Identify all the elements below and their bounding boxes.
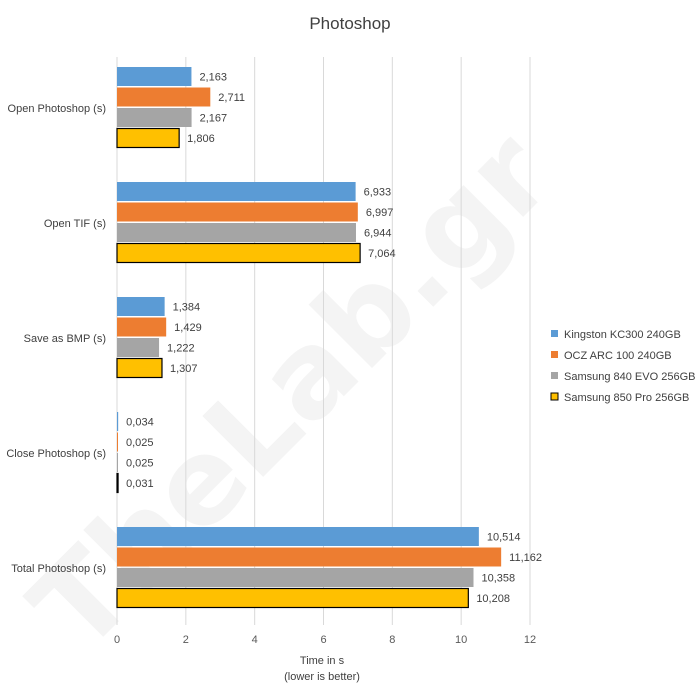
data-label: 2,711 bbox=[218, 92, 245, 104]
legend-label: OCZ ARC 100 240GB bbox=[564, 350, 672, 362]
bar bbox=[117, 547, 502, 567]
legend-label: Samsung 850 Pro 256GB bbox=[564, 392, 689, 404]
legend-swatch bbox=[551, 372, 558, 379]
legend-swatch bbox=[551, 330, 558, 337]
bar bbox=[117, 338, 160, 357]
category-label: Open Photoshop (s) bbox=[8, 103, 106, 115]
data-label: 2,163 bbox=[199, 72, 227, 84]
x-tick-label: 4 bbox=[252, 634, 258, 646]
data-label: 1,384 bbox=[173, 302, 201, 314]
x-tick-label: 0 bbox=[114, 634, 120, 646]
bar bbox=[117, 182, 356, 201]
x-axis-title: Time in s bbox=[300, 655, 345, 667]
bar bbox=[117, 453, 118, 472]
data-label: 0,034 bbox=[126, 417, 154, 429]
data-labels: 2,163 2,711 2,167 1,806 6,933 6,997 6,944 7,064… bbox=[126, 72, 542, 606]
bar bbox=[116, 127, 180, 149]
bar bbox=[117, 297, 165, 316]
data-label: 6,997 bbox=[366, 207, 394, 219]
bar bbox=[117, 317, 167, 337]
bars bbox=[116, 67, 502, 609]
data-label: 1,429 bbox=[174, 322, 202, 334]
bar bbox=[117, 108, 192, 127]
x-axis-note: (lower is better) bbox=[284, 671, 360, 683]
x-tick-label: 6 bbox=[320, 634, 326, 646]
bar bbox=[117, 87, 211, 107]
data-label: 10,514 bbox=[487, 532, 521, 544]
bar bbox=[116, 587, 469, 609]
bar bbox=[117, 432, 118, 452]
bar bbox=[116, 357, 163, 379]
chart-title: Photoshop bbox=[309, 14, 390, 33]
data-label: 0,031 bbox=[126, 478, 154, 490]
legend-label: Samsung 840 EVO 256GB bbox=[564, 371, 695, 383]
legend-label: Kingston KC300 240GB bbox=[564, 329, 681, 341]
x-tick-label: 2 bbox=[183, 634, 189, 646]
bar bbox=[116, 472, 119, 494]
x-tick-label: 12 bbox=[524, 634, 536, 646]
bar bbox=[117, 67, 192, 86]
data-label: 10,358 bbox=[481, 573, 515, 585]
category-label: Save as BMP (s) bbox=[24, 333, 106, 345]
data-label: 1,222 bbox=[167, 343, 195, 355]
data-label: 11,162 bbox=[509, 552, 542, 564]
bar bbox=[117, 568, 474, 587]
data-label: 1,806 bbox=[187, 133, 215, 145]
data-label: 7,064 bbox=[368, 248, 396, 260]
data-label: 6,933 bbox=[364, 187, 392, 199]
data-label: 1,307 bbox=[170, 363, 198, 375]
data-label: 10,208 bbox=[476, 593, 510, 605]
bar bbox=[117, 202, 358, 222]
bar bbox=[116, 242, 361, 264]
data-label: 0,025 bbox=[126, 458, 154, 470]
category-label: Close Photoshop (s) bbox=[6, 448, 106, 460]
data-label: 2,167 bbox=[200, 113, 228, 125]
legend: Kingston KC300 240GB OCZ ARC 100 240GB Sam… bbox=[550, 329, 695, 404]
bar bbox=[117, 412, 119, 431]
x-tick-labels: 0 2 4 6 8 10 12 bbox=[114, 634, 536, 646]
bar bbox=[117, 223, 356, 242]
x-tick-label: 10 bbox=[455, 634, 467, 646]
x-tick-label: 8 bbox=[389, 634, 395, 646]
data-label: 6,944 bbox=[364, 228, 392, 240]
data-label: 0,025 bbox=[126, 437, 154, 449]
category-labels: Open Photoshop (s) Open TIF (s) Save as BM… bbox=[6, 103, 106, 575]
category-label: Open TIF (s) bbox=[44, 218, 106, 230]
legend-swatch bbox=[550, 392, 559, 401]
category-label: Total Photoshop (s) bbox=[11, 563, 106, 575]
legend-swatch bbox=[551, 351, 558, 358]
bar bbox=[117, 527, 479, 546]
